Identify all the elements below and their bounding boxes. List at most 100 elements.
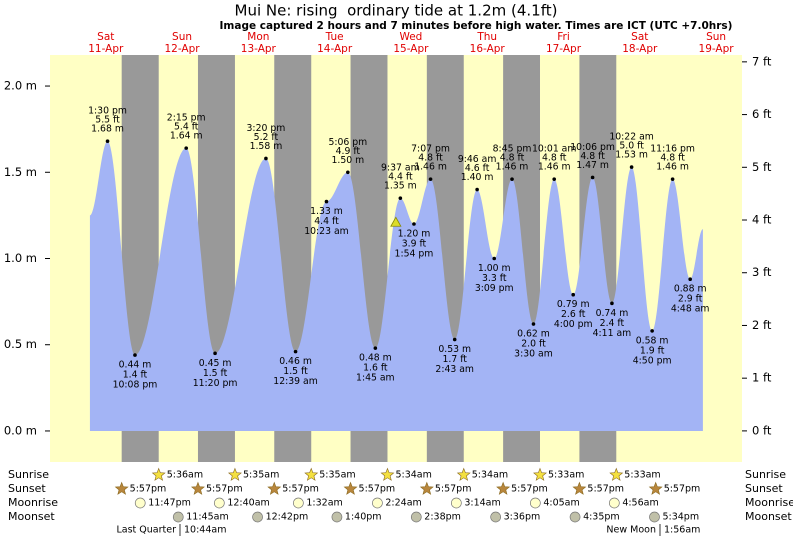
extreme-m: 1.68 m — [91, 124, 124, 135]
extreme-m: 0.46 m — [279, 356, 312, 367]
day-date: 18-Apr — [622, 43, 658, 55]
extreme-m: 0.79 m — [557, 299, 590, 310]
moonrise-time: 1:32am — [306, 498, 342, 509]
row-label: Moonset — [8, 510, 55, 523]
moon-icon — [293, 497, 304, 509]
extreme-dot — [510, 177, 514, 181]
extreme-ft: 2.0 ft — [521, 339, 546, 350]
row-label: Sunrise — [745, 468, 786, 481]
extreme-dot — [373, 346, 378, 350]
extreme-m: 1.46 m — [414, 162, 447, 173]
moonrise-time: 11:47pm — [148, 498, 191, 509]
extreme-time: 8:45 pm — [493, 144, 532, 155]
extreme-dot — [492, 256, 497, 261]
moonrise-time: 4:56am — [622, 498, 658, 509]
chart-title: Mui Ne: rising ordinary tide at 1.2m (4.… — [235, 2, 558, 20]
extreme-ft: 2.4 ft — [600, 318, 625, 329]
extreme-ft: 4.8 ft — [500, 153, 525, 164]
sunset-time: 5:57pm — [206, 484, 243, 495]
moon-phase-time: 1:56am — [664, 525, 700, 536]
extreme-dot — [398, 196, 403, 200]
row-label: Moonrise — [745, 496, 793, 509]
extreme-dot — [688, 277, 692, 281]
moon-icon — [450, 497, 462, 509]
sun-icon — [572, 481, 587, 495]
extreme-dot — [184, 146, 189, 150]
sun-icon — [190, 481, 205, 495]
moon-icon — [569, 511, 581, 523]
sun-icon — [419, 481, 434, 495]
extreme-time: 11:20 pm — [193, 378, 238, 389]
moon-icon — [172, 511, 184, 523]
day-name: Thu — [476, 31, 497, 43]
extreme-m: 1.00 m — [478, 263, 511, 274]
extreme-m: 0.74 m — [596, 308, 629, 319]
day-name: Tue — [325, 31, 344, 43]
moonrise-time: 12:40am — [227, 498, 269, 509]
extreme-dot — [610, 301, 614, 306]
extreme-time: 4:48 am — [671, 304, 710, 315]
extreme-m: 1.50 m — [331, 155, 364, 166]
day-date: 19-Apr — [699, 43, 735, 55]
extreme-dot — [213, 351, 217, 356]
moonset-time: 11:45am — [186, 512, 228, 523]
extreme-ft: 4.8 ft — [660, 153, 685, 164]
day-date: 15-Apr — [393, 43, 429, 55]
extreme-ft: 1.6 ft — [363, 363, 388, 374]
day-name: Sat — [631, 31, 648, 43]
sunrise-time: 5:34am — [472, 470, 508, 481]
sunrise-time: 5:35am — [319, 470, 355, 481]
day-date: 13-Apr — [241, 43, 277, 55]
moon-icon — [252, 511, 263, 523]
day-name: Mon — [247, 31, 269, 43]
extreme-m: 1.46 m — [538, 162, 571, 173]
sun-icon — [456, 467, 471, 481]
day-name: Fri — [557, 31, 570, 43]
moonset-time: 4:35pm — [583, 512, 620, 523]
extreme-time: 4:11 am — [593, 328, 632, 339]
y2-tick-label: 2 ft — [752, 318, 772, 332]
extreme-m: 0.48 m — [359, 353, 392, 364]
y2-tick-label: 6 ft — [752, 107, 772, 121]
sun-icon — [648, 481, 663, 495]
sun-icon — [533, 467, 547, 481]
sun-icon — [304, 467, 319, 481]
moonset-time: 2:38pm — [424, 512, 461, 523]
sunset-time: 5:57pm — [435, 484, 472, 495]
extreme-ft: 4.4 ft — [388, 172, 413, 183]
moon-icon — [490, 511, 502, 523]
moon-phase-name: Last Quarter — [116, 525, 176, 536]
sun-icon — [114, 481, 129, 495]
sunrise-time: 5:33am — [624, 470, 660, 481]
y2-tick-label: 0 ft — [752, 423, 772, 437]
extreme-ft: 4.4 ft — [314, 216, 339, 227]
extreme-dot — [452, 337, 457, 342]
moon-icon — [649, 511, 660, 523]
extreme-time: 7:07 pm — [411, 144, 450, 155]
day-date: 11-Apr — [88, 43, 124, 55]
sunrise-time: 5:34am — [395, 470, 431, 481]
extreme-time: 2:43 am — [435, 364, 474, 375]
y2-tick-label: 3 ft — [752, 265, 772, 279]
extreme-time: 3:09 pm — [475, 283, 514, 294]
extreme-m: 1.33 m — [310, 206, 343, 217]
extreme-m: 1.58 m — [250, 141, 283, 152]
extreme-dot — [133, 353, 137, 357]
day-name: Sat — [97, 31, 114, 43]
y-tick-label: 1.5 m — [4, 165, 37, 179]
sunset-time: 5:57pm — [282, 484, 319, 495]
extreme-m: 1.47 m — [576, 160, 609, 171]
y-tick-label: 1.0 m — [4, 251, 37, 265]
extreme-m: 0.58 m — [636, 335, 669, 346]
sunrise-time: 5:35am — [243, 470, 279, 481]
extreme-m: 1.20 m — [398, 229, 431, 240]
sun-icon — [343, 481, 358, 495]
y2-tick-label: 5 ft — [752, 160, 772, 174]
day-name: Sun — [172, 31, 192, 43]
extreme-dot — [629, 165, 634, 169]
extreme-ft: 3.3 ft — [482, 273, 507, 284]
extreme-time: 4:00 pm — [554, 319, 593, 330]
tide-area — [89, 141, 703, 431]
sunset-time: 5:57pm — [511, 484, 548, 495]
extreme-time: 10:06 pm — [570, 142, 615, 153]
